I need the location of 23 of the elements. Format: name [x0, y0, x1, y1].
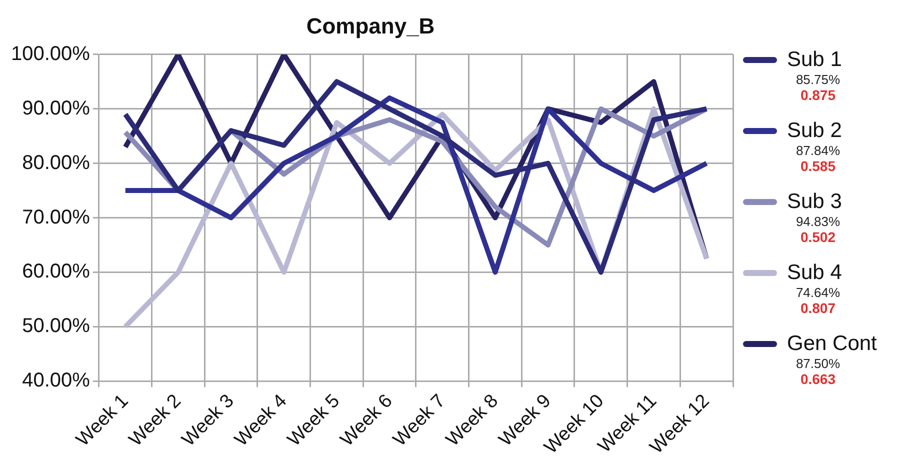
- chart-title: Company_B: [306, 13, 435, 38]
- y-tick-label: 80.00%: [22, 152, 90, 174]
- legend-label: Gen Cont: [787, 332, 877, 356]
- legend-label: Sub 3: [787, 190, 842, 214]
- text: 0.585: [799, 158, 837, 174]
- text: 87.84%: [794, 143, 842, 158]
- y-tick-label: 70.00%: [22, 206, 90, 228]
- text: 87.50%: [794, 356, 842, 371]
- legend-label: Sub 2: [787, 119, 842, 143]
- text: 85.75%: [794, 72, 842, 87]
- legend-label: Sub 1: [787, 48, 842, 72]
- y-tick-label: 50.00%: [22, 315, 90, 338]
- y-tick-label: 60.00%: [22, 260, 90, 283]
- y-tick-label: 100.00%: [10, 42, 90, 65]
- text: 94.83%: [794, 214, 842, 229]
- y-tick-label: 40.00%: [22, 370, 90, 392]
- text: 0.875: [799, 87, 837, 103]
- text: 0.502: [799, 229, 837, 245]
- y-tick-label: 90.00%: [22, 97, 90, 120]
- text: 0.663: [799, 371, 837, 387]
- text: 74.64%: [794, 285, 842, 300]
- text: 0.807: [799, 300, 837, 316]
- legend-label: Sub 4: [787, 261, 842, 285]
